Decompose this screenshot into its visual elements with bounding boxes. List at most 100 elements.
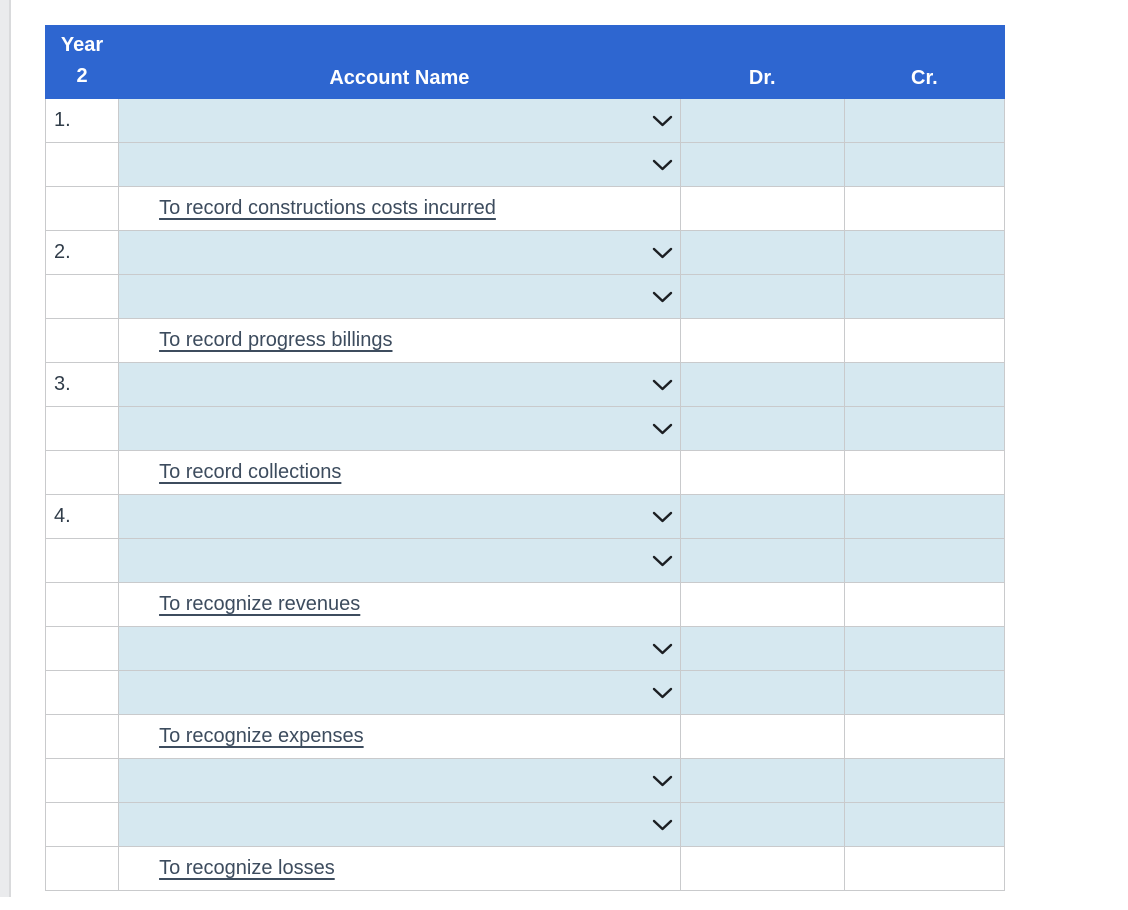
entry-number-cell: 2. — [44, 230, 120, 275]
entry-description-cell: To record progress billings — [118, 318, 681, 363]
dr-amount-input[interactable] — [679, 142, 845, 187]
entry-number-cell: 4. — [44, 494, 120, 539]
chevron-down-icon — [652, 819, 673, 831]
dr-amount-input[interactable] — [679, 626, 845, 671]
column-header-cr: Cr. — [843, 25, 1006, 99]
cr-amount-input[interactable] — [843, 142, 1006, 187]
entry-description: To recognize expenses — [159, 725, 364, 747]
cr-empty-cell — [843, 714, 1006, 759]
entry-number-cell: 1. — [44, 98, 120, 143]
account-name-select[interactable] — [118, 802, 681, 847]
entry-number-cell — [44, 670, 120, 715]
chevron-down-icon — [652, 247, 673, 259]
table-row: To record progress billings — [44, 318, 1006, 363]
dr-amount-input[interactable] — [679, 406, 845, 451]
entry-number-cell — [44, 582, 120, 627]
entry-number-cell — [44, 758, 120, 803]
account-name-select[interactable] — [118, 142, 681, 187]
dr-empty-cell — [679, 582, 845, 627]
account-name-select[interactable] — [118, 406, 681, 451]
cr-amount-input[interactable] — [843, 670, 1006, 715]
dr-amount-input[interactable] — [679, 538, 845, 583]
table-row: To recognize expenses — [44, 714, 1006, 759]
cr-amount-input[interactable] — [843, 538, 1006, 583]
dr-empty-cell — [679, 846, 845, 891]
entry-number-cell — [44, 186, 120, 231]
account-name-select[interactable] — [118, 98, 681, 143]
chevron-down-icon — [652, 379, 673, 391]
cr-empty-cell — [843, 186, 1006, 231]
entry-description-cell: To recognize expenses — [118, 714, 681, 759]
cr-amount-input[interactable] — [843, 802, 1006, 847]
account-name-select[interactable] — [118, 362, 681, 407]
account-name-select[interactable] — [118, 494, 681, 539]
cr-amount-input[interactable] — [843, 362, 1006, 407]
dr-amount-input[interactable] — [679, 670, 845, 715]
table-row: 3. — [44, 362, 1006, 407]
table-row: 4. — [44, 494, 1006, 539]
entry-number-cell — [44, 318, 120, 363]
pane-edge-strip — [0, 0, 11, 897]
table-header-row: Year 2 Account Name Dr. Cr. — [44, 25, 1006, 99]
cr-amount-input[interactable] — [843, 626, 1006, 671]
chevron-down-icon — [652, 423, 673, 435]
dr-amount-input[interactable] — [679, 230, 845, 275]
cr-amount-input[interactable] — [843, 494, 1006, 539]
entry-number-cell — [44, 846, 120, 891]
table-row — [44, 758, 1006, 803]
table-row: To record collections — [44, 450, 1006, 495]
table-row — [44, 142, 1006, 187]
cr-empty-cell — [843, 846, 1006, 891]
account-name-select[interactable] — [118, 274, 681, 319]
entry-description: To record collections — [159, 461, 342, 483]
chevron-down-icon — [652, 511, 673, 523]
entry-number-cell — [44, 714, 120, 759]
entry-number-cell: 3. — [44, 362, 120, 407]
table-row — [44, 406, 1006, 451]
entry-number-cell — [44, 142, 120, 187]
table-row: To record constructions costs incurred — [44, 186, 1006, 231]
table-row — [44, 670, 1006, 715]
entry-number-cell — [44, 450, 120, 495]
dr-amount-input[interactable] — [679, 274, 845, 319]
table-row: To recognize losses — [44, 846, 1006, 891]
dr-amount-input[interactable] — [679, 362, 845, 407]
dr-amount-input[interactable] — [679, 802, 845, 847]
cr-amount-input[interactable] — [843, 230, 1006, 275]
account-name-select[interactable] — [118, 230, 681, 275]
dr-amount-input[interactable] — [679, 98, 845, 143]
entry-description-cell: To recognize revenues — [118, 582, 681, 627]
entry-description-cell: To record collections — [118, 450, 681, 495]
chevron-down-icon — [652, 555, 673, 567]
entry-number-cell — [44, 406, 120, 451]
chevron-down-icon — [652, 115, 673, 127]
dr-empty-cell — [679, 318, 845, 363]
account-name-select[interactable] — [118, 758, 681, 803]
cr-empty-cell — [843, 450, 1006, 495]
table-row — [44, 626, 1006, 671]
dr-amount-input[interactable] — [679, 494, 845, 539]
cr-amount-input[interactable] — [843, 274, 1006, 319]
entry-number-cell — [44, 626, 120, 671]
entry-description: To record constructions costs incurred — [159, 197, 496, 219]
cr-amount-input[interactable] — [843, 406, 1006, 451]
chevron-down-icon — [652, 775, 673, 787]
table-row — [44, 274, 1006, 319]
table-row: 2. — [44, 230, 1006, 275]
column-header-dr: Dr. — [679, 25, 845, 99]
entry-description-cell: To recognize losses — [118, 846, 681, 891]
account-name-select[interactable] — [118, 670, 681, 715]
cr-empty-cell — [843, 318, 1006, 363]
chevron-down-icon — [652, 291, 673, 303]
chevron-down-icon — [652, 643, 673, 655]
entry-description: To recognize losses — [159, 857, 335, 879]
entry-number-cell — [44, 802, 120, 847]
column-header-year: Year 2 — [44, 25, 120, 99]
dr-amount-input[interactable] — [679, 758, 845, 803]
chevron-down-icon — [652, 159, 673, 171]
account-name-select[interactable] — [118, 538, 681, 583]
dr-empty-cell — [679, 450, 845, 495]
account-name-select[interactable] — [118, 626, 681, 671]
cr-amount-input[interactable] — [843, 758, 1006, 803]
cr-amount-input[interactable] — [843, 98, 1006, 143]
